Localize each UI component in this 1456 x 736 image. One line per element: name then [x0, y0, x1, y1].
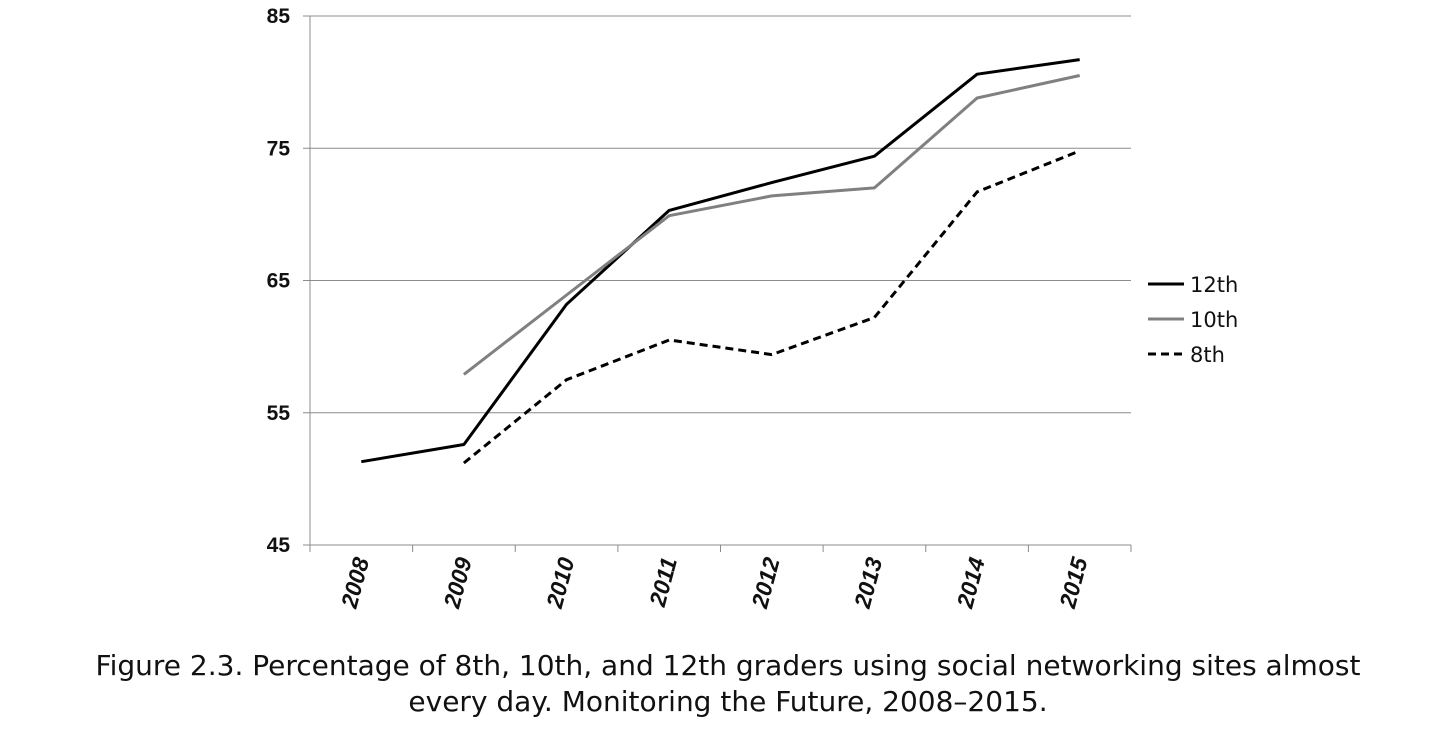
series-line-8th	[462, 149, 1081, 465]
figure-caption: Figure 2.3. Percentage of 8th, 10th, and…	[0, 648, 1456, 720]
caption-line-2: every day. Monitoring the Future, 2008–2…	[408, 685, 1048, 718]
x-tick-label: 2014	[951, 554, 990, 611]
y-tick-label: 45	[267, 534, 291, 557]
series-line-12th	[361, 58, 1080, 464]
x-tick-labels: 2008 2009 2010 2011 2012 2013 2014 2015	[336, 553, 1093, 611]
y-tick-label: 75	[267, 137, 291, 160]
series-line-10th	[462, 74, 1081, 376]
legend-label-8th: 8th	[1190, 343, 1225, 367]
x-tick-label: 2011	[644, 555, 682, 610]
gridlines	[310, 15, 1131, 414]
y-tick-labels: 45 55 65 75 85	[267, 5, 291, 557]
y-tick-label: 85	[267, 5, 291, 28]
legend-label-10th: 10th	[1190, 308, 1238, 332]
legend: 12th 10th 8th	[1148, 273, 1238, 367]
axes	[303, 15, 1132, 552]
y-tick-label: 65	[267, 270, 291, 293]
x-tick-label: 2010	[541, 554, 580, 611]
x-tick-label: 2009	[438, 554, 477, 611]
series-lines	[361, 58, 1081, 465]
x-tick-label: 2015	[1054, 553, 1093, 611]
x-tick-label: 2013	[849, 554, 888, 611]
caption-line-1: Figure 2.3. Percentage of 8th, 10th, and…	[95, 649, 1361, 682]
x-tick-label: 2008	[336, 554, 375, 611]
x-tick-label: 2012	[746, 554, 785, 611]
legend-label-12th: 12th	[1190, 273, 1238, 297]
y-tick-label: 55	[267, 402, 291, 425]
